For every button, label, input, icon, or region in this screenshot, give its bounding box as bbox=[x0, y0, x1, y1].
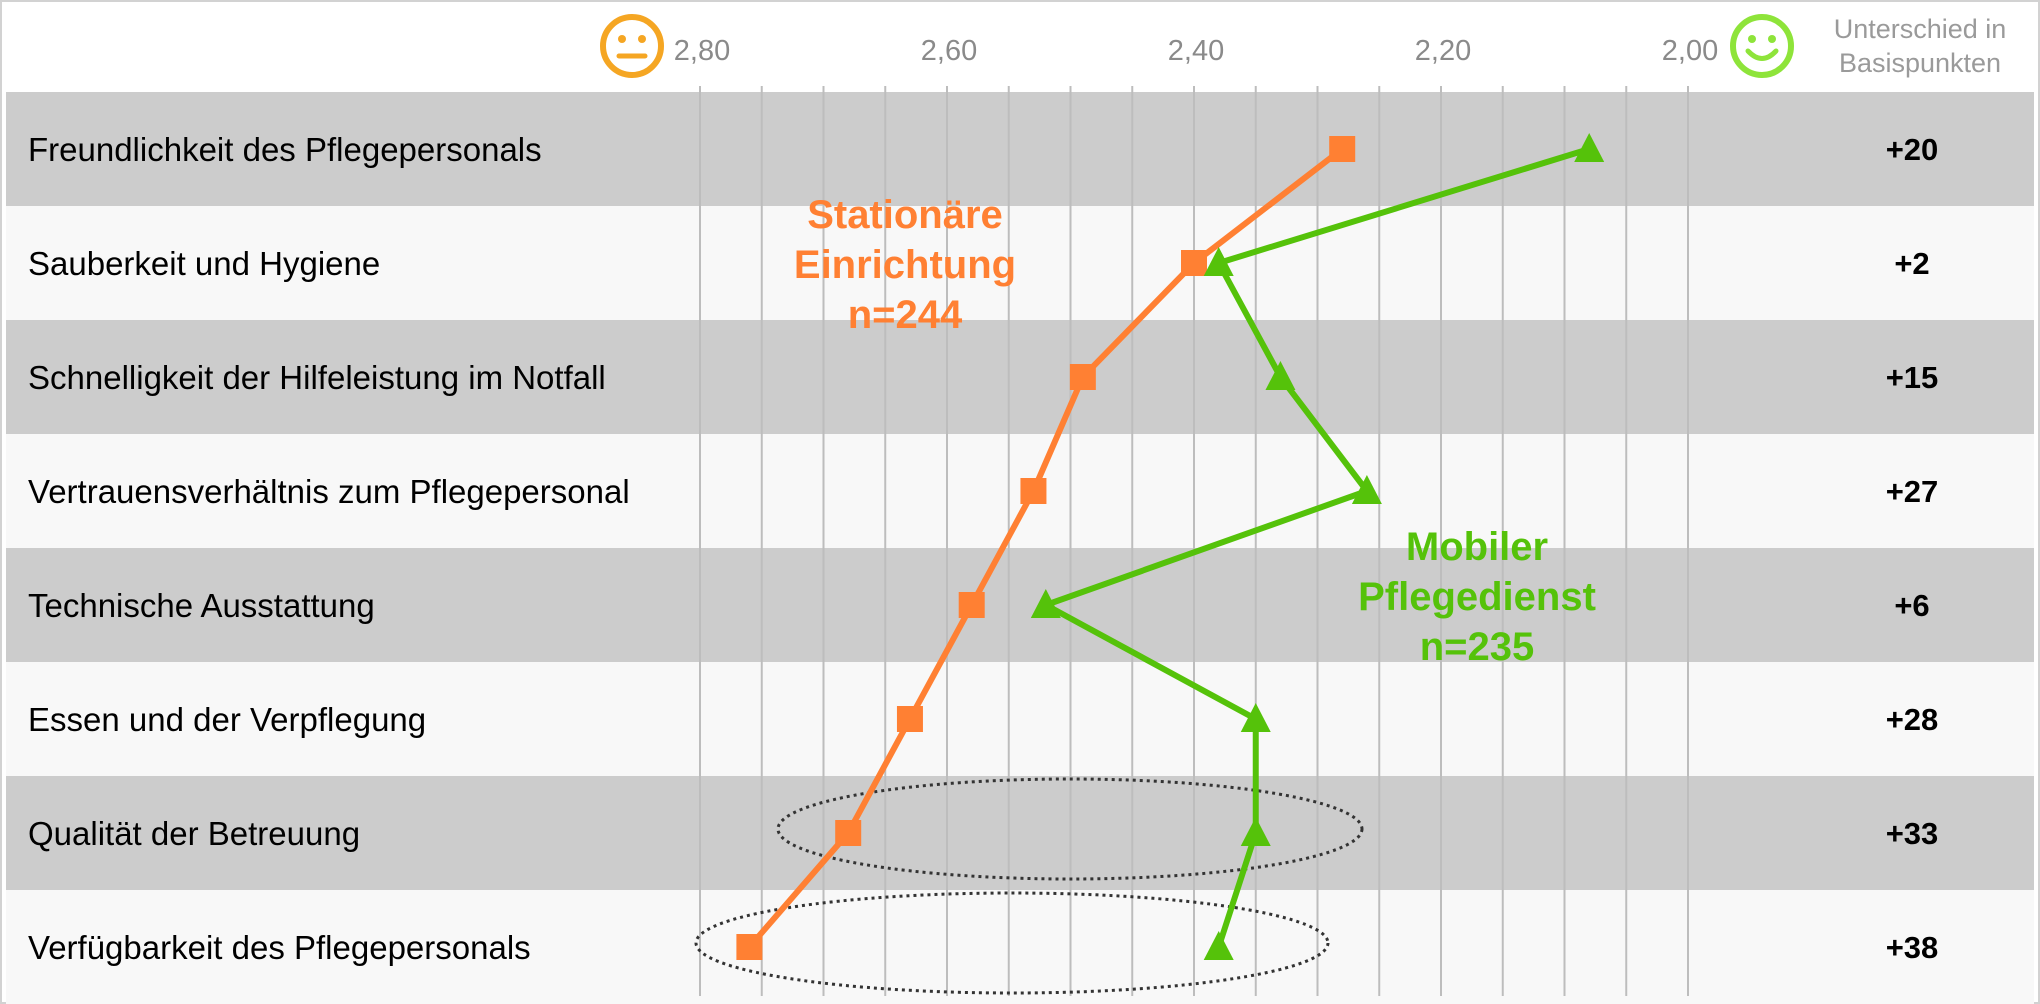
data-point bbox=[835, 820, 862, 846]
data-point bbox=[1069, 364, 1096, 390]
data-point bbox=[1203, 247, 1234, 276]
data-point bbox=[1574, 133, 1605, 162]
grid-lines bbox=[699, 86, 1689, 996]
row-band bbox=[6, 320, 2034, 434]
series-line bbox=[747, 146, 1345, 949]
data-point bbox=[958, 592, 985, 618]
difference-value: +28 bbox=[1886, 702, 1939, 737]
row-band bbox=[6, 92, 2034, 206]
difference-value: +20 bbox=[1886, 132, 1939, 167]
data-point bbox=[1351, 475, 1382, 504]
highlight-ellipse bbox=[776, 777, 1364, 881]
category-label: Vertrauensverhältnis zum Pflegepersonal bbox=[28, 473, 630, 510]
difference-value: +2 bbox=[1894, 246, 1929, 281]
x-tick-label: 2,80 bbox=[674, 35, 730, 67]
x-tick-label: 2,40 bbox=[1168, 35, 1224, 67]
category-label: Sauberkeit und Hygiene bbox=[28, 245, 380, 282]
difference-header: Basispunkten bbox=[1839, 48, 2001, 78]
category-label: Technische Ausstattung bbox=[28, 587, 375, 624]
series-label: Stationäre bbox=[807, 193, 1003, 237]
data-point bbox=[1020, 478, 1047, 504]
series-label: n=244 bbox=[848, 293, 963, 337]
difference-header: Unterschied in bbox=[1834, 14, 2007, 44]
difference-value: +38 bbox=[1886, 930, 1939, 965]
series-label: n=235 bbox=[1420, 625, 1535, 669]
neutral-face-icon bbox=[600, 14, 664, 78]
data-point bbox=[1240, 703, 1271, 732]
highlight-ellipses bbox=[694, 777, 1364, 995]
data-point bbox=[1265, 361, 1296, 390]
highlight-ellipse bbox=[694, 891, 1330, 995]
category-label: Freundlichkeit des Pflegepersonals bbox=[28, 131, 542, 168]
data-point bbox=[1203, 931, 1234, 960]
difference-value: +27 bbox=[1886, 474, 1939, 509]
series-layer bbox=[736, 133, 1605, 960]
axis-header: 2,80 2,60 2,40 2,20 2,00 Unterschied in Basisp… bbox=[600, 14, 2007, 78]
category-label: Verfügbarkeit des Pflegepersonals bbox=[28, 929, 531, 966]
series-line bbox=[1042, 146, 1591, 948]
row-band bbox=[6, 776, 2034, 890]
smiley-face-icon bbox=[1730, 14, 1794, 78]
difference-value: +33 bbox=[1886, 816, 1939, 851]
difference-value: +6 bbox=[1894, 588, 1929, 623]
series-label: Einrichtung bbox=[794, 243, 1016, 287]
category-label: Qualität der Betreuung bbox=[28, 815, 360, 852]
data-point bbox=[896, 706, 923, 732]
row-band bbox=[6, 548, 2034, 662]
data-point bbox=[1030, 589, 1061, 618]
data-point bbox=[1329, 136, 1356, 162]
x-tick-label: 2,20 bbox=[1415, 35, 1471, 67]
data-point bbox=[1181, 250, 1207, 276]
category-label: Schnelligkeit der Hilfeleistung im Notfa… bbox=[28, 359, 606, 396]
label-layer: Freundlichkeit des Pflegepersonals +20 Sau… bbox=[28, 131, 1938, 966]
x-tick-label: 2,00 bbox=[1662, 35, 1718, 67]
difference-value: +15 bbox=[1886, 360, 1939, 395]
series-label: Mobiler bbox=[1406, 525, 1548, 569]
x-tick-label: 2,60 bbox=[921, 35, 977, 67]
row-band bbox=[6, 206, 2034, 320]
data-point bbox=[1240, 817, 1271, 846]
data-point bbox=[736, 934, 763, 960]
row-band bbox=[6, 890, 2034, 1004]
category-label: Essen und der Verpflegung bbox=[28, 701, 426, 738]
row-band bbox=[6, 662, 2034, 776]
series-label: Pflegedienst bbox=[1358, 575, 1596, 619]
row-band bbox=[6, 434, 2034, 548]
